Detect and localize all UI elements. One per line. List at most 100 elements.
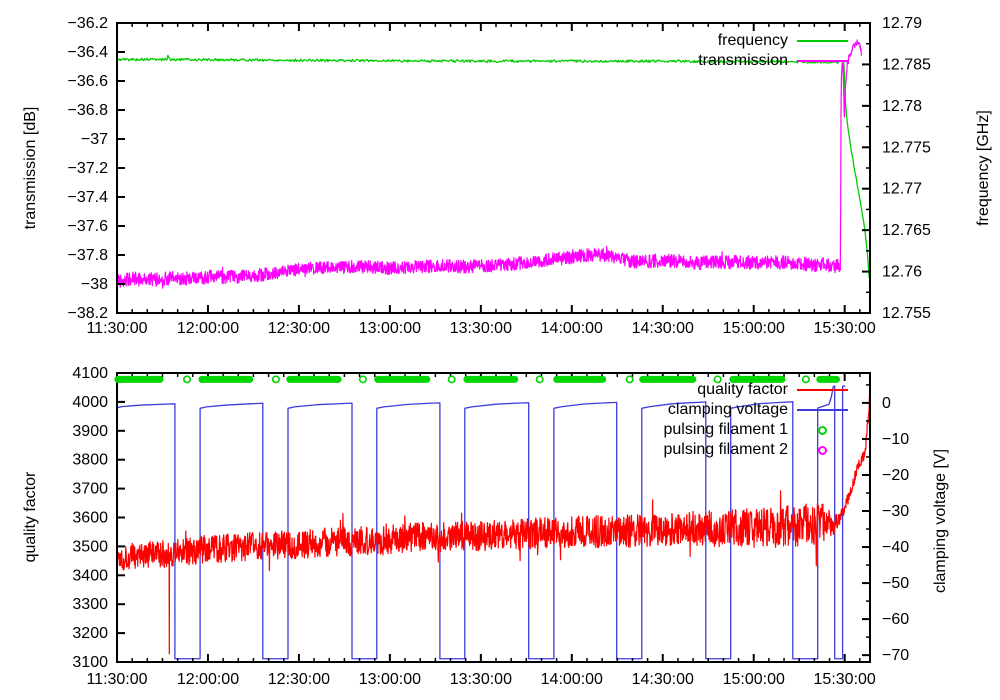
y2-tick-label: −70 [882,647,909,664]
x-tick-label: 15:30:00 [814,671,876,688]
y1-tick-label: −37.8 [68,247,109,264]
frequency-line-sample [797,40,848,42]
legend-label-frequency: frequency [717,32,788,49]
y1-tick-label: −37 [81,131,108,148]
y1-tick-label: 4000 [72,394,108,411]
legend-label-pulsing-filament-2: pulsing filament 2 [663,441,788,458]
y2-tick-label: 12.755 [882,305,931,322]
y1-tick-label: 3700 [72,481,108,498]
legend-item-frequency: frequency [718,31,848,51]
y1-tick-label: −37.2 [68,160,109,177]
y1-tick-label: 3900 [72,423,108,440]
y2-tick-label: −60 [882,611,909,628]
y2-tick-label: 12.765 [882,222,931,239]
x-tick-label: 12:30:00 [268,320,330,337]
y2-tick-label: 12.785 [882,56,931,73]
y2-tick-label: 12.78 [882,98,922,115]
legend-label-pulsing-filament-1: pulsing filament 1 [663,421,788,438]
transmission-line-sample [797,60,848,62]
y1-tick-label: −36.2 [68,15,109,32]
y2-tick-label: 12.77 [882,181,922,198]
legend-item-pulsing-filament-1: pulsing filament 1 [663,420,848,440]
filament1-dot [358,375,367,384]
y1-tick-label: −36.4 [68,44,109,61]
filament1-dot [271,375,280,384]
y1-tick-label: 3600 [72,510,108,527]
x-tick-label: 15:30:00 [814,320,876,337]
x-tick-label: 13:00:00 [359,671,421,688]
x-tick-label: 14:00:00 [541,320,603,337]
legend-sample-quality-factor [797,389,848,391]
y2-axis-title-clamping-voltage: clamping voltage [V] [932,448,949,594]
y2-tick-label: −50 [882,575,909,592]
y2-tick-label: −30 [882,503,909,520]
x-tick-label: 14:30:00 [632,671,694,688]
y2-tick-label: 12.79 [882,15,922,32]
legend-sample-pulsing-filament-1 [797,425,848,435]
transmission-line [117,39,862,289]
x-tick-label: 12:00:00 [177,320,239,337]
filament2-marker-sample [818,445,827,455]
filament1-marker-sample [818,425,827,435]
y1-tick-label: −38 [81,276,108,293]
y1-tick-label: −38.2 [68,305,109,322]
x-tick-label: 11:30:00 [86,671,147,688]
x-tick-label: 13:00:00 [359,320,421,337]
filament1-dot [625,375,634,384]
y1-tick-label: −36.8 [68,102,109,119]
series-group-0 [117,39,870,289]
filament1-dot [447,375,456,384]
y1-tick-label: −37.4 [68,189,109,206]
y2-tick-label: 12.76 [882,264,922,281]
x-tick-label: 12:30:00 [268,671,330,688]
frequency-line [117,54,870,279]
y1-tick-label: 3500 [72,538,108,555]
legend-sample-clamping-voltage [797,409,848,411]
y1-tick-label: 3200 [72,625,108,642]
y2-axis-title-frequency: frequency [GHz] [975,110,992,226]
y1-axis-title-quality-factor: quality factor [22,471,39,563]
filament1-dot [713,375,722,384]
legend-sample-transmission [797,60,848,62]
y2-tick-label: −40 [882,539,909,556]
legend-item-transmission: transmission [698,51,848,71]
y1-tick-label: 3300 [72,596,108,613]
quality-factor-line [117,390,870,655]
legend-sample-frequency [797,40,848,42]
legend-item-quality-factor: quality factor [697,380,848,400]
y2-tick-label: −20 [882,467,909,484]
legend-bottom: quality factor clamping voltage pulsing … [663,380,848,460]
x-tick-label: 11:30:00 [86,320,147,337]
y2-tick-label: −10 [882,431,909,448]
filament1-dot [535,375,544,384]
x-tick-label: 12:00:00 [177,671,239,688]
legend-top: frequency transmission [698,31,848,71]
x-tick-label: 13:30:00 [450,320,512,337]
legend-item-clamping-voltage: clamping voltage [668,400,848,420]
y1-axis-title-transmission: transmission [dB] [22,106,39,230]
y1-tick-label: 3100 [72,654,108,671]
legend-label-transmission: transmission [698,52,788,69]
filament1-dot [183,375,192,384]
clamping-voltage-line-sample [797,409,848,411]
legend-label-quality-factor: quality factor [697,381,788,398]
y1-tick-label: −37.6 [68,218,109,235]
x-tick-label: 15:00:00 [723,320,785,337]
x-tick-label: 14:00:00 [541,671,603,688]
x-tick-label: 13:30:00 [450,671,512,688]
filament1-group [114,375,840,384]
axes-group-0: 11:30:00 12:00:00 12:30:00 13:00:00 13:30:00… [68,15,932,337]
y2-tick-label: 12.775 [882,139,931,156]
series-group-1 [117,385,870,660]
x-tick-label: 14:30:00 [632,320,694,337]
legend-item-pulsing-filament-2: pulsing filament 2 [663,440,848,460]
y1-tick-label: 3800 [72,452,108,469]
quality-factor-line-sample [797,389,848,391]
y2-tick-label: 0 [882,395,891,412]
y1-tick-label: 4100 [72,365,108,382]
legend-label-clamping-voltage: clamping voltage [667,401,788,418]
x-tick-label: 15:00:00 [723,671,785,688]
legend-sample-pulsing-filament-2 [797,445,848,455]
